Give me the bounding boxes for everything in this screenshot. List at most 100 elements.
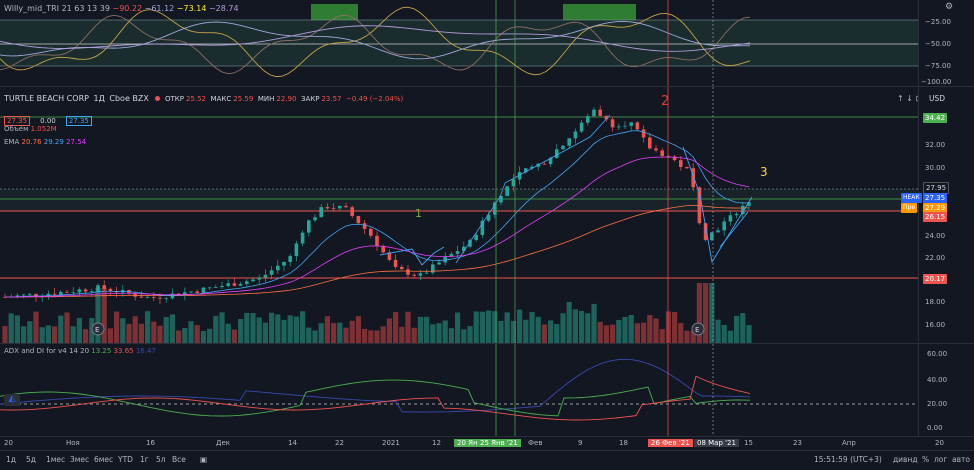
move-down-icon[interactable]: ↓: [906, 94, 913, 103]
candle-body: [493, 202, 497, 215]
volume-bar: [8, 313, 14, 343]
candle-body: [424, 272, 429, 274]
range-5d[interactable]: 5д: [26, 455, 36, 464]
adjust-dividends[interactable]: дивнд: [893, 455, 918, 464]
tradingview-logo-icon[interactable]: ◭: [4, 394, 20, 406]
candle-body: [617, 126, 621, 128]
candle-body: [679, 160, 683, 168]
candle-body: [499, 195, 503, 203]
adx-tick: 60.00: [927, 350, 948, 358]
range-ytd[interactable]: YTD: [118, 455, 133, 464]
volume-bar: [436, 323, 442, 343]
range-5y[interactable]: 5л: [156, 455, 166, 464]
range-1d[interactable]: 1д: [6, 455, 16, 464]
volume-label: Объём: [4, 125, 29, 133]
pane-separator[interactable]: [0, 343, 974, 344]
willy-v1: −90.22: [112, 4, 143, 13]
volume-bar: [188, 321, 194, 343]
candle-body: [34, 293, 38, 297]
volume-bar: [219, 312, 225, 343]
volume-bar: [58, 315, 64, 343]
volume-bar: [95, 288, 101, 343]
volume-bar: [554, 323, 560, 343]
candle-body: [486, 214, 491, 221]
volume-bar: [430, 324, 436, 343]
log-toggle[interactable]: лог: [934, 455, 948, 464]
candle-body: [710, 232, 714, 240]
move-up-icon[interactable]: ↑: [897, 94, 904, 103]
volume-value: 1.052M: [30, 125, 57, 133]
range-3m[interactable]: 3мес: [70, 455, 90, 464]
clock-readout[interactable]: 15:51:59 (UTC+3): [814, 455, 882, 464]
interval[interactable]: 1Д: [93, 94, 105, 103]
candle-body: [728, 215, 733, 222]
volume-bar: [163, 317, 169, 343]
willy-pane[interactable]: Willy_mid_TRI 21 63 13 39 −90.22 −61.12 …: [0, 0, 918, 86]
willy-price-scale[interactable]: −25.00 −50.00 −75.00 −100.00 ⚙: [918, 0, 974, 86]
candle-body: [83, 289, 88, 292]
volume-bar: [27, 321, 33, 343]
range-1m[interactable]: 1мес: [46, 455, 66, 464]
hl-tag: НЕАК: [901, 193, 922, 203]
volume-bar: [492, 311, 498, 343]
settings-icon[interactable]: ⚙: [945, 2, 954, 12]
volume-bar: [461, 329, 467, 343]
auto-toggle[interactable]: авто: [952, 455, 970, 464]
symbol-legend[interactable]: TURTLE BEACH CORP 1Д Cboe BZX ОТКР 25.52 …: [4, 94, 405, 103]
ema-label: EMA: [4, 138, 20, 146]
candle-body: [511, 179, 516, 187]
candle-body: [449, 253, 454, 257]
willy-v2: −61.12: [144, 4, 175, 13]
ema-legend[interactable]: EMA 20.76 29.29 27.54: [4, 138, 86, 146]
ask-pill[interactable]: 27.35: [65, 116, 92, 126]
volume-bar: [169, 314, 175, 343]
volume-bar: [566, 301, 572, 343]
price-pane[interactable]: E E 1 2 3 TURTLE BEACH CORP 1Д Cboe BZX …: [0, 87, 922, 343]
volume-bar: [362, 328, 368, 343]
range-all[interactable]: Все: [172, 455, 186, 464]
candle-body: [90, 291, 94, 293]
willy-legend[interactable]: Willy_mid_TRI 21 63 13 39 −90.22 −61.12 …: [4, 4, 239, 13]
volume-bar: [380, 326, 386, 343]
candle-body: [232, 283, 237, 286]
bid-pill[interactable]: 27.35: [4, 116, 31, 126]
volume-legend[interactable]: Объём 1.052M: [4, 125, 57, 133]
candle-body: [65, 291, 69, 293]
pane-separator[interactable]: [0, 86, 974, 87]
candle-body: [654, 148, 658, 151]
price-plot: E E: [0, 87, 918, 343]
range-6m[interactable]: 6мес: [94, 455, 114, 464]
adx-v2: 33.65: [113, 347, 134, 355]
volume-bar: [541, 324, 547, 343]
candle-body: [462, 246, 466, 252]
volume-bar: [603, 325, 609, 343]
volume-bar: [405, 311, 411, 343]
adx-legend[interactable]: ADX and DI for v4 14 20 13.25 33.65 16.4…: [4, 347, 156, 355]
volume-bar: [678, 323, 684, 343]
volume-bar: [659, 329, 665, 343]
percent-toggle[interactable]: %: [922, 455, 930, 464]
currency-label[interactable]: USD: [929, 94, 946, 103]
exchange: Cboe BZX: [109, 94, 149, 103]
range-1y[interactable]: 1г: [140, 455, 149, 464]
candle-body: [375, 235, 379, 247]
price-tick: 22.00: [925, 254, 946, 262]
candle-body: [666, 156, 671, 157]
volume-bar: [331, 323, 337, 343]
price-scale[interactable]: USD 32.00 30.00 24.00 22.00 18.00 16.00 …: [901, 87, 974, 343]
volume-bar: [473, 311, 479, 343]
bottom-toolbar: 1д 5д 1мес 3мес 6мес YTD 1г 5л Все ▣ 15:…: [0, 450, 974, 470]
volume-bar: [442, 320, 448, 343]
time-axis[interactable]: 20 Ноя 16 Дек 14 22 2021 12 20 Янв '21 2…: [0, 436, 974, 451]
volume-bar: [690, 330, 696, 343]
close-label: ЗАКР: [300, 95, 320, 103]
adx-scale[interactable]: 60.00 40.00 20.00 0.00: [918, 344, 974, 436]
candle-body: [418, 273, 423, 276]
time-tick: 22: [335, 439, 344, 447]
candle-body: [3, 296, 7, 298]
volume-bar: [517, 309, 523, 343]
candle-body: [474, 235, 478, 241]
adx-pane[interactable]: ADX and DI for v4 14 20 13.25 33.65 16.4…: [0, 344, 918, 436]
calendar-icon[interactable]: ▣: [200, 455, 208, 464]
volume-bar: [393, 312, 399, 343]
